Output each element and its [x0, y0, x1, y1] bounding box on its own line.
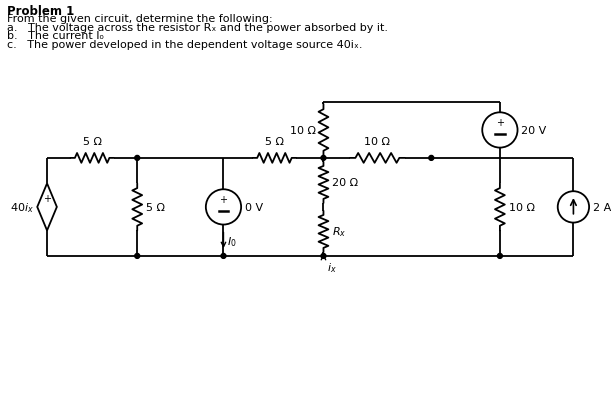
- Text: From the given circuit, determine the following:: From the given circuit, determine the fo…: [7, 14, 273, 24]
- Text: 5 Ω: 5 Ω: [82, 137, 101, 147]
- Text: +: +: [219, 194, 227, 205]
- Circle shape: [429, 156, 434, 161]
- Text: 5 Ω: 5 Ω: [146, 202, 165, 212]
- Circle shape: [321, 254, 326, 259]
- Circle shape: [221, 254, 226, 259]
- Text: Problem 1: Problem 1: [7, 5, 74, 18]
- Text: 20 V: 20 V: [521, 126, 547, 136]
- Circle shape: [135, 254, 140, 259]
- Circle shape: [321, 156, 326, 161]
- Text: $i_x$: $i_x$: [327, 260, 337, 274]
- Text: a.   The voltage across the resistor Rₓ and the power absorbed by it.: a. The voltage across the resistor Rₓ an…: [7, 23, 388, 32]
- Text: $R_x$: $R_x$: [332, 225, 346, 239]
- Text: 10 Ω: 10 Ω: [509, 202, 535, 212]
- Text: 0 V: 0 V: [245, 202, 263, 212]
- Text: b.   The current Iₒ: b. The current Iₒ: [7, 32, 104, 41]
- Text: 2 A: 2 A: [593, 202, 611, 212]
- Text: c.   The power developed in the dependent voltage source 40iₓ.: c. The power developed in the dependent …: [7, 40, 362, 50]
- Text: 20 Ω: 20 Ω: [332, 178, 359, 188]
- Text: 10 Ω: 10 Ω: [364, 137, 390, 147]
- Text: 40$i_x$: 40$i_x$: [10, 200, 34, 214]
- Text: $I_0$: $I_0$: [227, 235, 237, 249]
- Circle shape: [497, 254, 502, 259]
- Text: +: +: [43, 194, 51, 204]
- Circle shape: [135, 156, 140, 161]
- Text: 5 Ω: 5 Ω: [265, 137, 284, 147]
- Text: 10 Ω: 10 Ω: [290, 126, 316, 136]
- Text: +: +: [496, 118, 504, 128]
